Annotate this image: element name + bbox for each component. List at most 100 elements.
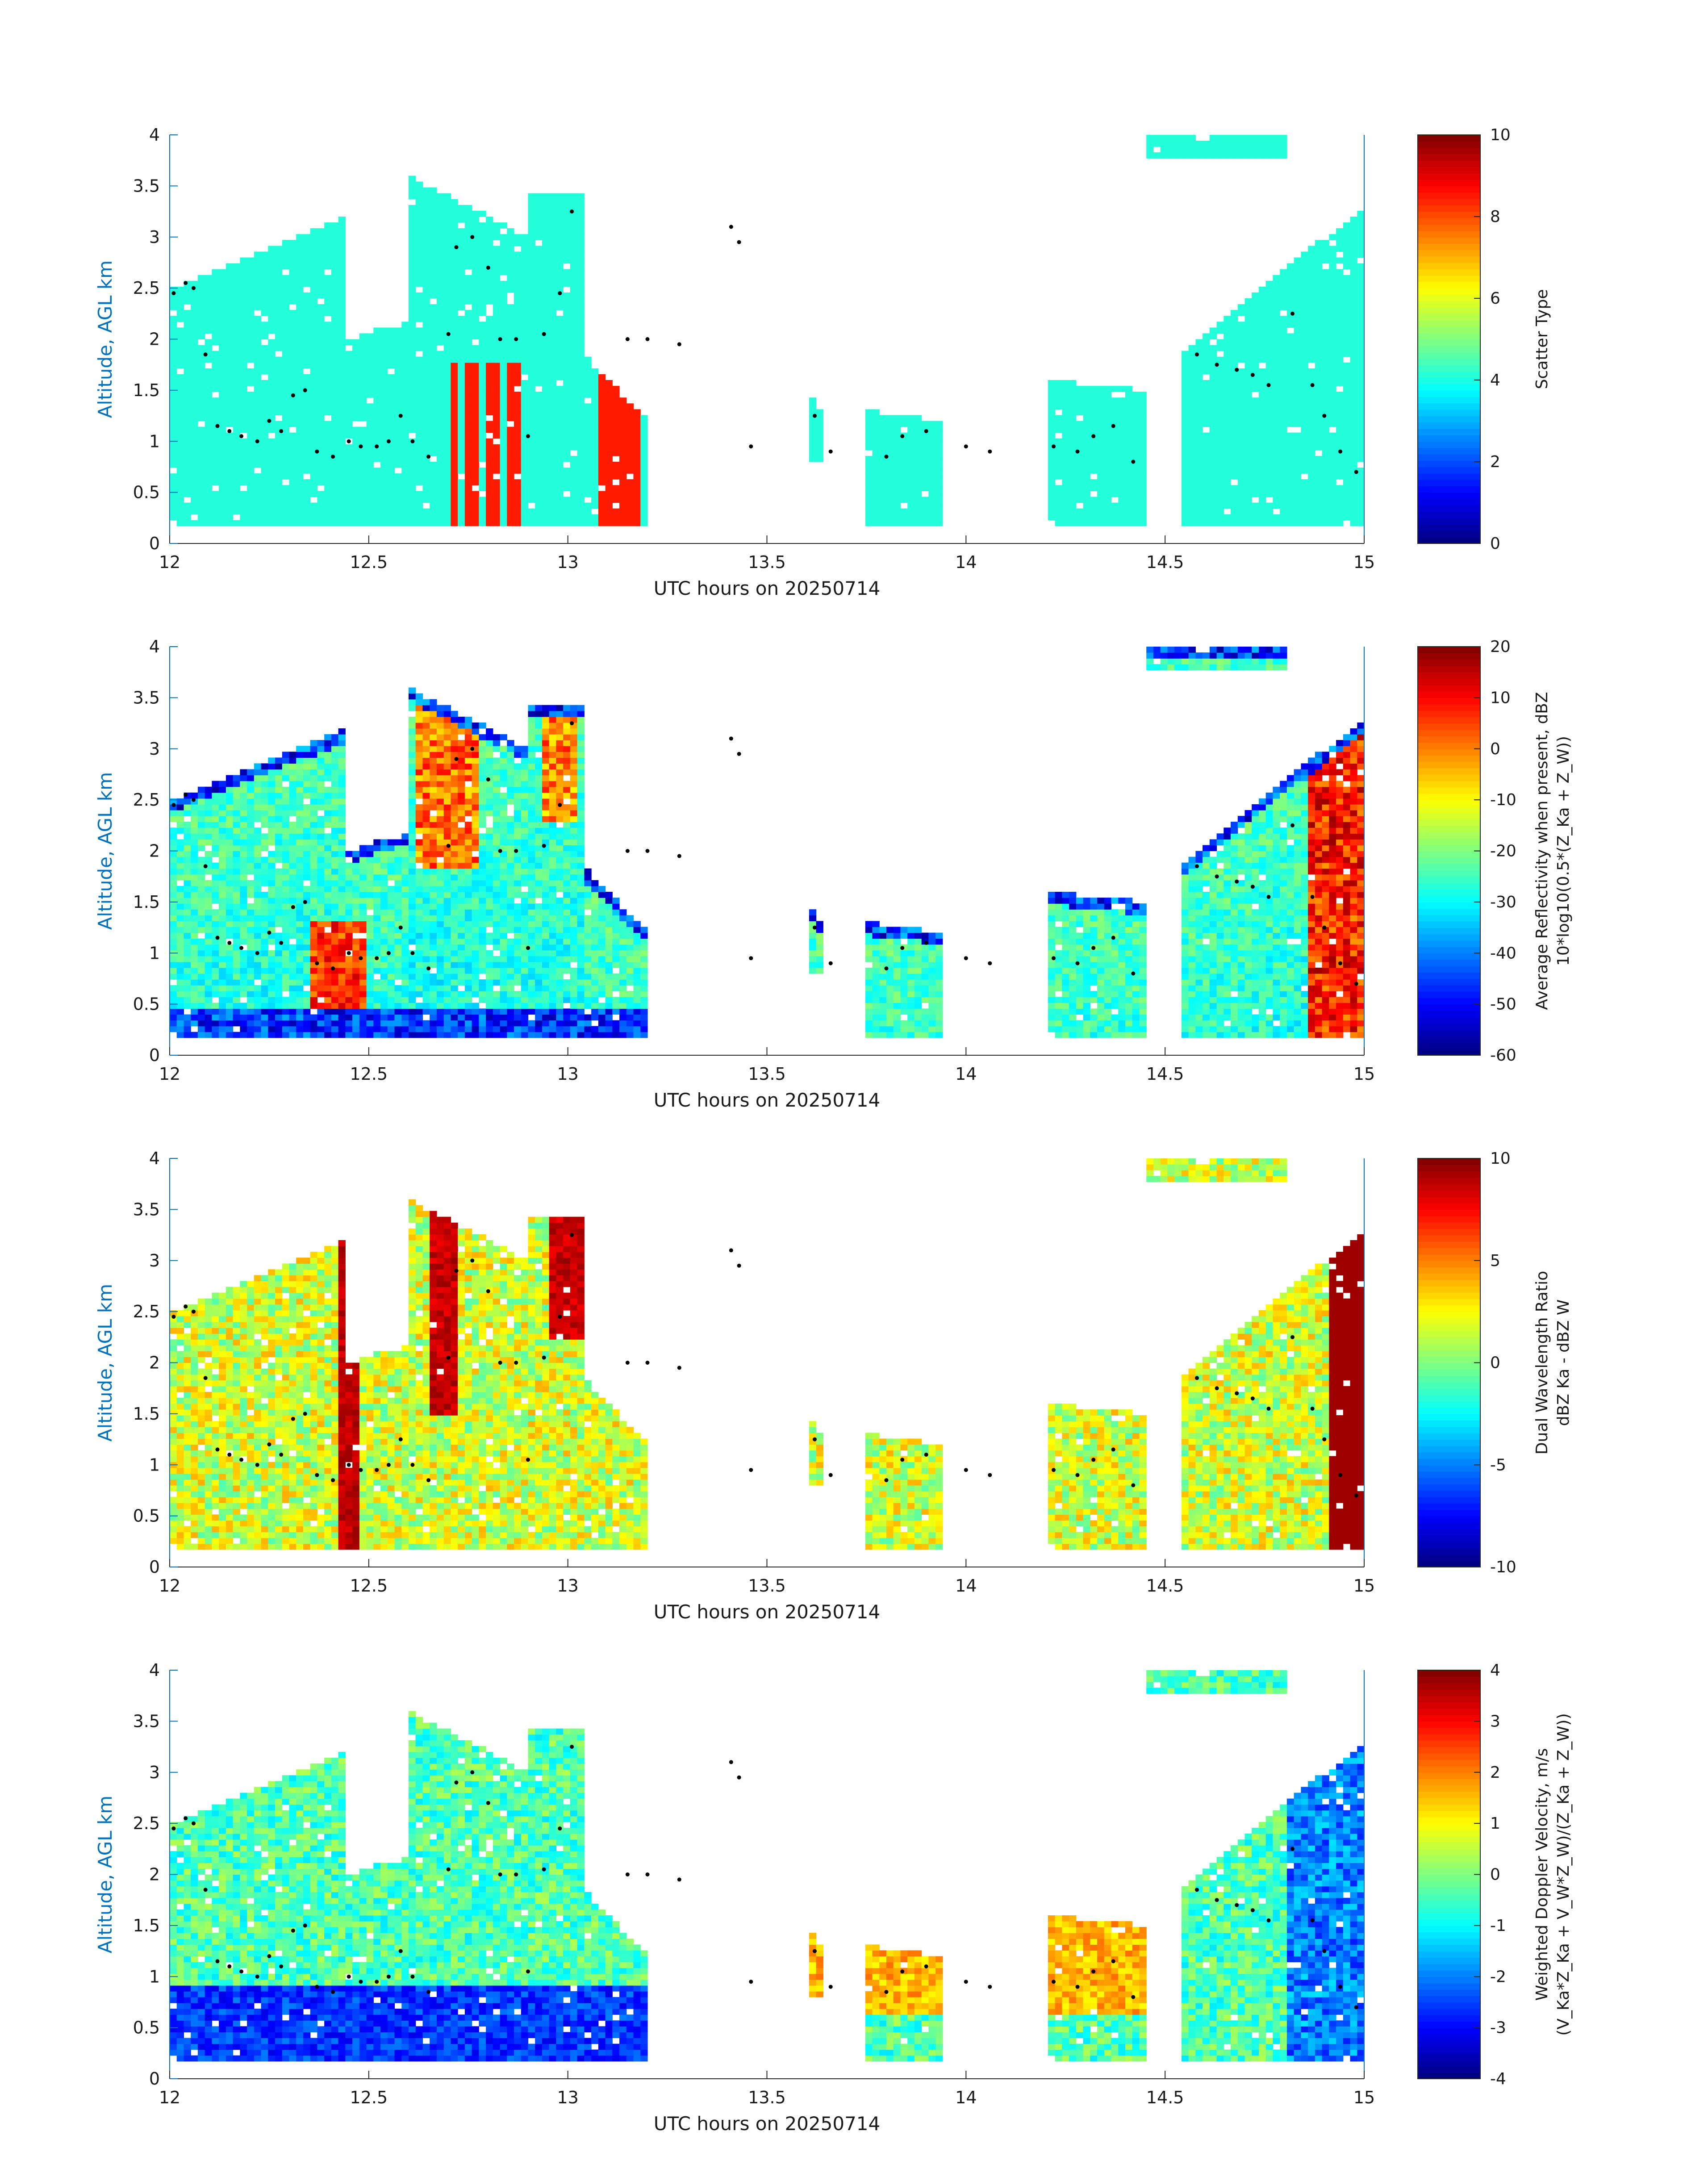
- heatmap-cell: [570, 444, 578, 451]
- heatmap-cell: [1252, 386, 1259, 392]
- heatmap-cell: [1294, 491, 1301, 497]
- heatmap-cell: [1244, 455, 1252, 462]
- heatmap-cell: [324, 497, 332, 503]
- heatmap-cell: [197, 485, 205, 491]
- heatmap-cell: [464, 339, 472, 346]
- heatmap-cell: [458, 327, 465, 334]
- heatmap-cell: [303, 514, 311, 521]
- heatmap-cell: [1294, 286, 1301, 293]
- heatmap-cell: [1104, 438, 1112, 445]
- heatmap-cell: [380, 462, 388, 468]
- heatmap-cell: [542, 298, 550, 305]
- heatmap-cell: [247, 333, 255, 340]
- heatmap-cell: [1308, 468, 1315, 474]
- heatmap-cell: [872, 485, 880, 491]
- heatmap-cell: [1252, 339, 1259, 346]
- heatmap-cell: [261, 280, 268, 287]
- heatmap-cell: [907, 455, 915, 462]
- heatmap-cell: [521, 386, 529, 392]
- heatmap-cell: [394, 351, 402, 357]
- heatmap-cell: [1322, 310, 1329, 316]
- heatmap-cell: [1315, 444, 1323, 451]
- heatmap-cell: [619, 438, 627, 445]
- cloud-top-dot: [410, 439, 415, 443]
- heatmap-cell: [233, 345, 240, 351]
- heatmap-cell: [458, 280, 465, 287]
- heatmap-cell: [303, 491, 311, 497]
- heatmap-cell: [872, 438, 880, 445]
- heatmap-cell: [1118, 421, 1126, 427]
- heatmap-cell: [191, 508, 198, 515]
- heatmap-cell: [556, 234, 564, 240]
- heatmap-cell: [296, 497, 304, 503]
- heatmap-cell: [535, 362, 543, 369]
- heatmap-cell: [317, 286, 325, 293]
- heatmap-cell: [176, 432, 184, 439]
- heatmap-cell: [422, 351, 430, 357]
- heatmap-cell: [535, 473, 543, 480]
- heatmap-cell: [212, 491, 219, 497]
- heatmap-cell: [268, 374, 276, 380]
- cloud-top-dot: [1215, 363, 1219, 367]
- heatmap-cell: [184, 915, 191, 921]
- heatmap-cell: [472, 438, 479, 445]
- heatmap-cell: [170, 386, 177, 392]
- heatmap-cell: [542, 455, 550, 462]
- heatmap-cell: [535, 485, 543, 491]
- heatmap-cell: [1104, 421, 1112, 427]
- heatmap-cell: [415, 298, 423, 305]
- heatmap-cell: [514, 392, 522, 398]
- heatmap-cell: [373, 374, 381, 380]
- heatmap-cell: [1237, 520, 1245, 526]
- heatmap-cell: [451, 257, 458, 264]
- heatmap-cell: [472, 479, 479, 485]
- heatmap-cell: [331, 333, 339, 340]
- heatmap-cell: [591, 432, 599, 439]
- heatmap-cell: [226, 491, 234, 497]
- heatmap-cell: [1216, 502, 1224, 509]
- heatmap-cell: [1076, 409, 1084, 416]
- heatmap-cell: [219, 444, 226, 451]
- heatmap-cell: [640, 421, 648, 427]
- heatmap-cell: [605, 386, 613, 392]
- heatmap-cell: [493, 444, 501, 451]
- heatmap-cell: [282, 455, 290, 462]
- heatmap-cell: [1336, 351, 1344, 357]
- heatmap-cell: [1216, 508, 1224, 515]
- heatmap-cell: [1118, 426, 1126, 433]
- heatmap-cell: [900, 438, 908, 445]
- heatmap-cell: [612, 444, 620, 451]
- heatmap-cell: [500, 251, 507, 258]
- heatmap-cell: [303, 455, 311, 462]
- heatmap-cell: [394, 421, 402, 427]
- heatmap-cell: [493, 432, 501, 439]
- heatmap-cell: [921, 473, 929, 480]
- heatmap-cell: [212, 280, 219, 287]
- heatmap-cell: [1231, 508, 1238, 515]
- heatmap-cell: [500, 520, 507, 526]
- heatmap-cell: [886, 426, 894, 433]
- heatmap-cell: [493, 263, 501, 270]
- heatmap-cell: [176, 1008, 184, 1015]
- heatmap-cell: [1069, 497, 1077, 503]
- heatmap-cell: [184, 421, 191, 427]
- heatmap-cell: [170, 368, 177, 375]
- heatmap-cell: [401, 462, 409, 468]
- heatmap-cell: [500, 339, 507, 346]
- heatmap-cell: [479, 257, 486, 264]
- heatmap-cell: [1315, 497, 1323, 503]
- heatmap-cell: [1237, 438, 1245, 445]
- heatmap-cell: [331, 316, 339, 322]
- heatmap-cell: [296, 397, 304, 404]
- colorbar-swatch: [1418, 288, 1480, 295]
- heatmap-cell: [1357, 280, 1365, 287]
- heatmap-cell: [317, 397, 325, 404]
- heatmap-cell: [254, 508, 262, 515]
- heatmap-cell: [1350, 222, 1357, 229]
- heatmap-cell: [184, 839, 191, 846]
- heatmap-cell: [212, 403, 219, 409]
- heatmap-cell: [219, 322, 226, 328]
- heatmap-cell: [1301, 362, 1308, 369]
- heatmap-cell: [577, 392, 585, 398]
- heatmap-cell: [205, 508, 212, 515]
